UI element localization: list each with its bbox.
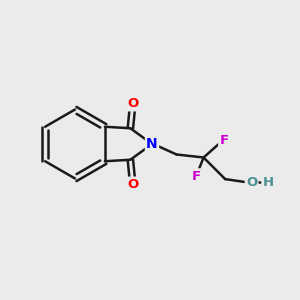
Text: O: O xyxy=(246,176,257,189)
Text: H: H xyxy=(262,176,274,189)
Text: O: O xyxy=(127,97,138,110)
Text: O: O xyxy=(127,178,138,191)
Text: F: F xyxy=(219,134,229,147)
Text: F: F xyxy=(191,169,201,183)
Text: N: N xyxy=(146,137,158,151)
